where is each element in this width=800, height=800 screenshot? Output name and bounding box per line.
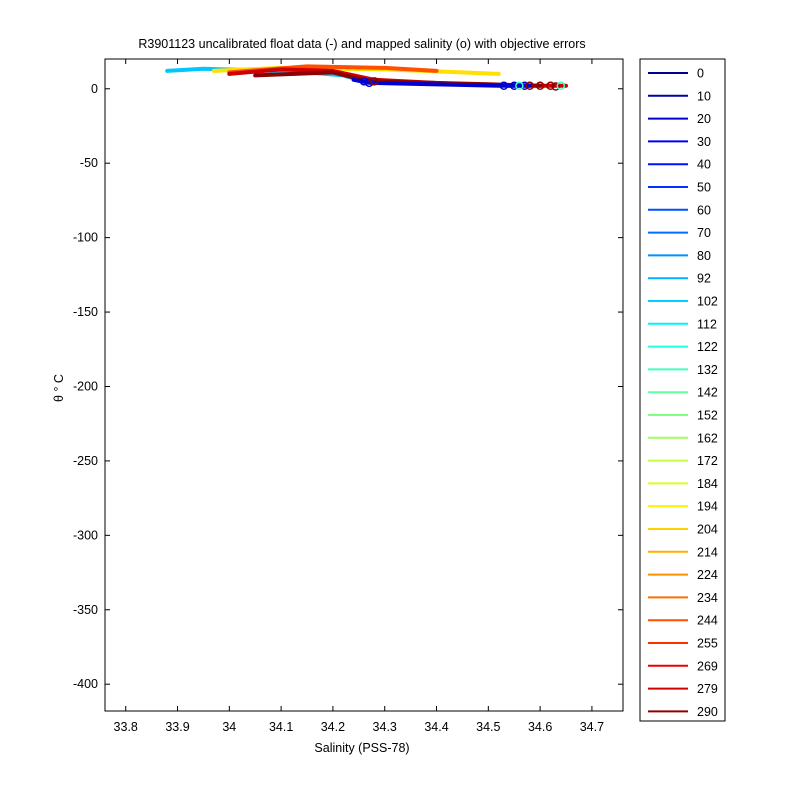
x-tick-label: 34.2 [321, 720, 345, 734]
x-tick-label: 34.4 [424, 720, 448, 734]
legend-label: 184 [697, 477, 718, 491]
legend-label: 204 [697, 523, 718, 537]
legend-label: 112 [697, 317, 717, 331]
legend-label: 142 [697, 386, 718, 400]
legend-label: 214 [697, 545, 718, 559]
x-tick-label: 34.3 [373, 720, 397, 734]
x-axis: 33.8 33.9 34 34.1 34.2 34.3 34.4 34.5 34.6 34.7 [114, 59, 604, 734]
y-tick-label: -350 [73, 603, 98, 617]
legend-label: 234 [697, 591, 718, 605]
legend-label: 172 [697, 454, 718, 468]
y-tick-label: -150 [73, 305, 98, 319]
x-axis-label: Salinity (PSS-78) [314, 741, 409, 755]
mapped-salinity-point [515, 81, 524, 91]
mapped-salinity-point [499, 81, 509, 91]
x-tick-label: 33.8 [114, 720, 138, 734]
x-tick-label: 34.7 [580, 720, 604, 734]
legend-label: 80 [697, 249, 711, 263]
mapped-salinity-point [509, 81, 519, 91]
legend-label: 244 [697, 614, 718, 628]
mapped-salinity-point [556, 81, 566, 91]
legend-label: 0 [697, 67, 704, 81]
legend-label: 122 [697, 340, 718, 354]
x-tick-label: 34.1 [269, 720, 293, 734]
legend-label: 92 [697, 272, 711, 286]
plot-area [104, 58, 624, 712]
legend-box [639, 58, 726, 722]
y-tick-label: -400 [73, 677, 98, 691]
legend-label: 70 [697, 226, 711, 240]
x-tick-label: 34 [222, 720, 236, 734]
legend-label: 102 [697, 295, 718, 309]
legend-label: 279 [697, 682, 718, 696]
mapped-salinity-point [359, 77, 369, 86]
legend-label: 152 [697, 409, 718, 423]
legend-label: 290 [697, 705, 718, 719]
series-line [351, 77, 532, 88]
mapped-salinity-point [535, 81, 545, 91]
mapped-salinity-point [525, 81, 535, 91]
legend: 0 10 20 30 40 50 60 70 80 92 102 112 122 132 142 152 162… [648, 67, 718, 719]
legend-label: 10 [697, 89, 711, 103]
chart-title: R3901123 uncalibrated float data (-) and… [138, 37, 585, 51]
x-tick-label: 33.9 [165, 720, 189, 734]
y-tick-label: -100 [73, 231, 98, 245]
plot-marks [165, 64, 568, 91]
mapped-salinity-point [370, 77, 379, 86]
legend-label: 255 [697, 637, 718, 651]
y-tick-label: -300 [73, 528, 98, 542]
x-tick-label: 34.5 [476, 720, 500, 734]
legend-label: 50 [697, 181, 711, 195]
legend-label: 40 [697, 158, 711, 172]
legend-label: 162 [697, 431, 718, 445]
y-axis: 0 -50 -100 -150 -200 -250 -300 -350 -400 [73, 82, 623, 691]
mapped-salinity-point [546, 81, 555, 91]
mapped-salinity-point [520, 81, 529, 91]
y-tick-label: -50 [80, 156, 98, 170]
y-tick-label: -250 [73, 454, 98, 468]
legend-label: 60 [697, 203, 711, 217]
legend-label: 194 [697, 500, 718, 514]
mapped-salinity-point [551, 82, 560, 91]
legend-label: 224 [697, 568, 718, 582]
x-tick-label: 34.6 [528, 720, 552, 734]
legend-label: 20 [697, 112, 711, 126]
y-tick-label: -200 [73, 379, 98, 393]
legend-label: 132 [697, 363, 718, 377]
legend-label: 30 [697, 135, 711, 149]
mapped-salinity-point [364, 78, 374, 88]
y-tick-label: 0 [91, 82, 98, 96]
legend-label: 269 [697, 659, 718, 673]
y-axis-label: θ ° C [52, 374, 66, 402]
